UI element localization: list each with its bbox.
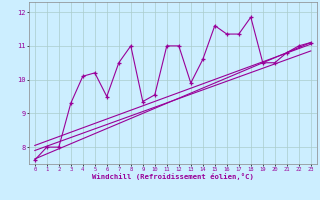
X-axis label: Windchill (Refroidissement éolien,°C): Windchill (Refroidissement éolien,°C) bbox=[92, 173, 254, 180]
